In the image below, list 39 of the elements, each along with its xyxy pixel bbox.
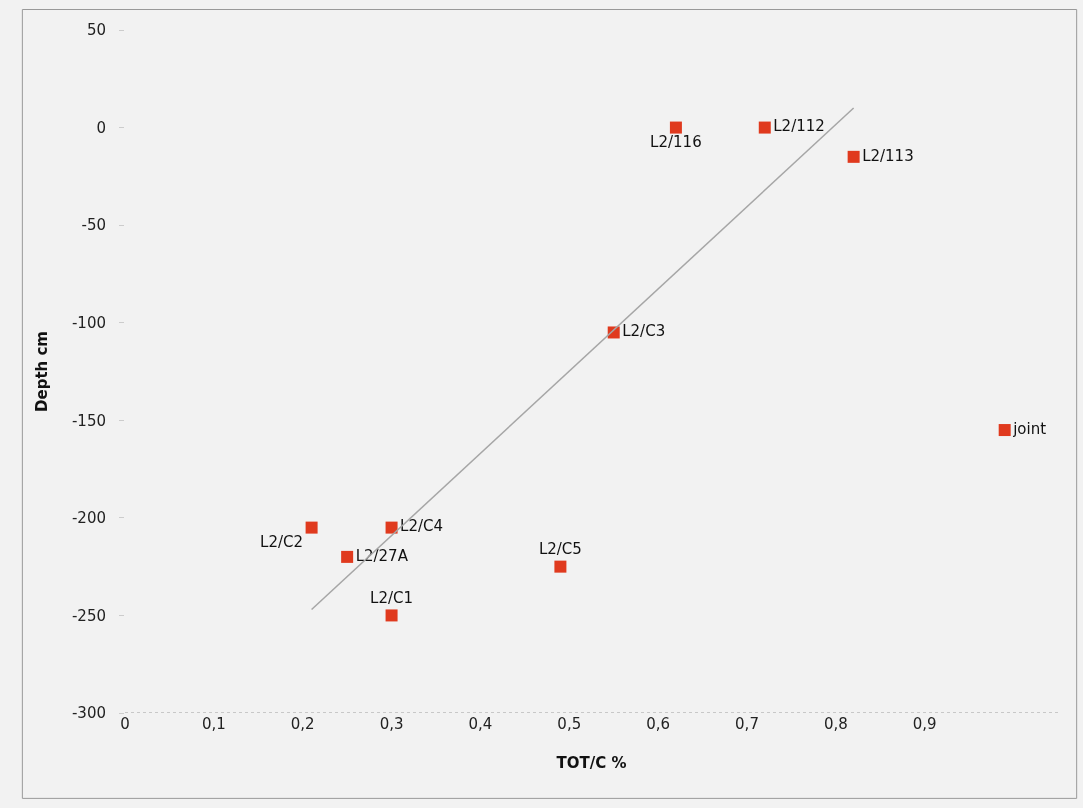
y-axis-title: Depth cm (33, 331, 52, 412)
data-label: L2/C4 (400, 517, 444, 536)
data-label: L2/C2 (260, 533, 304, 552)
y-tick-label: -100 (71, 313, 106, 332)
point (341, 550, 354, 563)
data-label: L2/27A (355, 546, 409, 565)
x-tick-label: 0,1 (201, 715, 226, 733)
x-tick-label: 0,4 (468, 715, 493, 733)
data-label: L2/116 (650, 133, 702, 152)
x-tick-label: 0,7 (735, 715, 759, 733)
point (669, 121, 682, 134)
point (385, 521, 398, 534)
data-label: L2/C5 (538, 540, 582, 559)
point (847, 150, 860, 163)
data-label: L2/C1 (370, 589, 414, 608)
x-tick-label: 0,3 (379, 715, 404, 733)
point (385, 609, 398, 622)
y-tick-label: -250 (71, 606, 106, 625)
x-tick-label: 0,6 (646, 715, 671, 733)
x-tick-label: 0 (120, 715, 130, 733)
data-label: L2/C3 (622, 322, 666, 341)
data-label: L2/113 (862, 146, 914, 165)
point (305, 521, 318, 534)
y-tick-label: -200 (71, 509, 106, 528)
data-label: joint (1012, 419, 1047, 438)
x-tick-label: 0,5 (557, 715, 582, 733)
point (998, 424, 1011, 437)
y-tick-label: -50 (81, 216, 106, 235)
y-tick-label: -150 (71, 411, 106, 430)
x-tick-label: 0,8 (823, 715, 848, 733)
y-tick-label: 0 (96, 118, 106, 137)
y-tick-label: -300 (71, 704, 106, 723)
point (554, 560, 567, 573)
x-tick-label: 0,2 (290, 715, 315, 733)
y-tick-label: 50 (86, 21, 106, 40)
x-tick-label: 0,9 (912, 715, 937, 733)
data-label: L2/112 (773, 117, 825, 136)
point (758, 121, 771, 134)
x-axis-title: TOT/C % (556, 754, 627, 772)
